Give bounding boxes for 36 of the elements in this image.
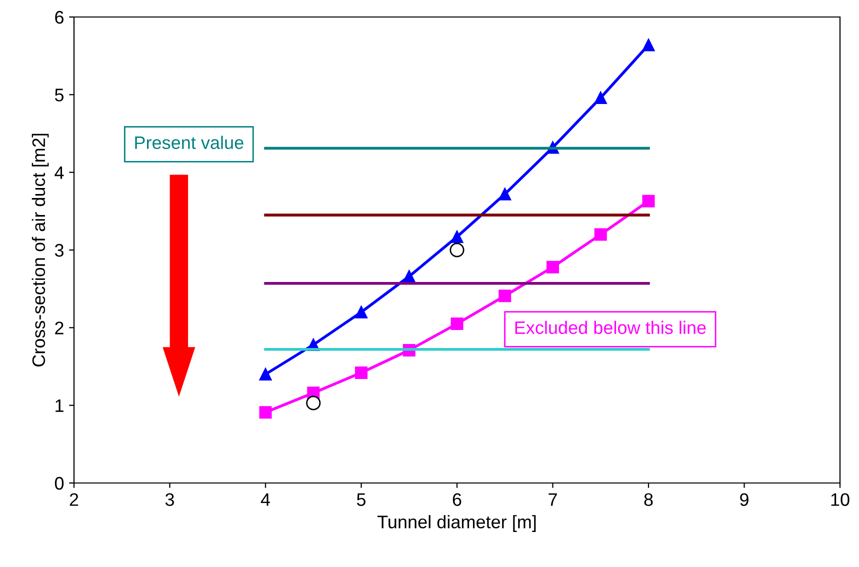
point [546,260,559,274]
point [402,270,416,283]
x-tick-label: 10 [831,493,850,506]
y-tick-label: 5 [54,88,64,102]
point [450,242,464,258]
x-tick-label: 7 [548,493,557,506]
point [355,366,368,379]
point [355,306,368,318]
annotation: Present value [135,136,244,150]
x-tick-label: 6 [452,493,462,506]
point [498,188,512,200]
y-tick-label: 4 [54,166,64,179]
y-axis-title: Cross-section of air duct [m2] [32,134,49,366]
point [594,92,607,104]
point [259,368,272,381]
x-tick-label: 4 [260,493,270,506]
y-tick-label: 2 [55,322,64,334]
y-tick-label: 1 [56,399,64,412]
point [594,228,607,241]
y-tick-label: 0 [54,476,64,490]
point [306,396,321,410]
x-tick-label: 2 [70,493,78,506]
x-tick-label: 9 [740,493,748,506]
x-tick-label: 3 [165,493,174,506]
point [498,290,512,302]
point [450,318,464,330]
annotation: Excluded below this line [515,320,706,334]
x-tick-label: 5 [356,493,366,506]
x-axis-title: Tunnel diameter [m] [377,515,536,532]
point [642,38,655,52]
point [259,406,272,419]
x-tick-label: 8 [644,493,653,506]
y-tick-label: 3 [54,244,64,257]
point [642,194,655,208]
point [450,230,464,244]
y-tick-label: 6 [55,10,64,24]
